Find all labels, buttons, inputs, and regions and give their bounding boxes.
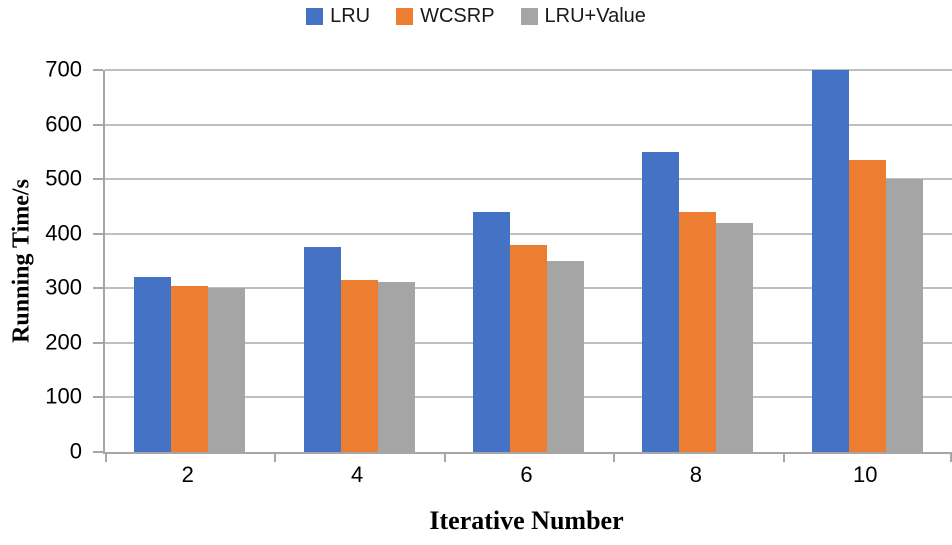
y-axis-tick-label: 400 [45, 220, 82, 246]
bar-lru-value-x10 [885, 179, 923, 452]
bar-wcsrp-x2 [171, 285, 209, 452]
plot-area [93, 69, 952, 462]
bar-wcsrp-x8 [679, 211, 717, 452]
y-axis-tick-700 [93, 69, 103, 71]
y-axis-tick-400 [93, 232, 103, 235]
legend-swatch-icon [306, 7, 324, 25]
x-axis-tick-4 [782, 454, 785, 462]
x-axis-tick-0 [105, 454, 107, 462]
y-axis-tick-label: 0 [69, 438, 82, 464]
gridline-600 [105, 123, 952, 126]
bar-lru-x8 [642, 151, 680, 452]
bar-lru-value-x6 [547, 261, 584, 452]
legend-item-lru-value: LRU+Value [520, 5, 646, 27]
x-axis-category-label: 6 [520, 462, 533, 487]
bar-lru-x4 [303, 247, 341, 452]
bar-lru-value-x4 [377, 281, 415, 452]
x-axis-category-label: 4 [350, 462, 364, 487]
x-axis-tick-5 [950, 454, 952, 462]
y-axis-tick-label: 700 [45, 56, 82, 82]
y-axis-tick-label: 100 [45, 383, 82, 409]
bar-lru-value-x8 [716, 222, 754, 452]
chart-legend: LRU WCSRP LRU+Value [0, 6, 952, 26]
y-axis-tick-0 [93, 451, 103, 453]
x-axis-tick-labels: 2 4 6 8 10 [103, 464, 950, 492]
y-axis-tick-300 [93, 287, 103, 290]
bar-lru-x10 [811, 70, 849, 452]
legend-swatch-icon [396, 7, 414, 25]
bar-wcsrp-x4 [340, 280, 378, 452]
legend-label: LRU [330, 5, 371, 27]
bar-wcsrp-x10 [848, 160, 886, 452]
bar-lru-x2 [134, 277, 172, 452]
x-axis-title: Iterative Number [429, 506, 624, 535]
legend-swatch-icon [520, 7, 538, 25]
gridline-400 [105, 232, 952, 235]
y-axis-tick-label: 600 [45, 111, 82, 137]
legend-label: WCSRP [420, 5, 495, 27]
bar-lru-x6 [473, 211, 510, 452]
y-axis-tick-label: 200 [45, 329, 82, 355]
x-axis-category-label: 10 [853, 462, 878, 487]
legend-item-wcsrp: WCSRP [396, 5, 495, 27]
x-axis-tick-3 [613, 454, 616, 462]
y-axis-tick-200 [93, 341, 103, 344]
x-axis-category-label: 2 [181, 462, 194, 487]
x-axis-tick-2 [443, 454, 446, 462]
x-axis-category-label: 8 [689, 462, 703, 487]
y-axis-tick-label: 500 [45, 165, 82, 191]
x-axis-tick-1 [274, 454, 277, 462]
legend-item-lru: LRU [306, 6, 370, 26]
gridline-700 [105, 69, 952, 71]
y-axis-tick-label: 300 [45, 274, 82, 300]
bar-lru-value-x2 [208, 288, 246, 452]
y-axis-tick-100 [93, 396, 103, 399]
bar-wcsrp-x6 [510, 244, 547, 452]
y-axis-tick-labels: 0 100 200 300 400 500 600 700 [0, 58, 82, 462]
legend-label: LRU+Value [544, 5, 646, 27]
y-axis-tick-500 [93, 178, 103, 181]
gridline-500 [105, 178, 952, 181]
y-axis-tick-600 [93, 123, 103, 126]
